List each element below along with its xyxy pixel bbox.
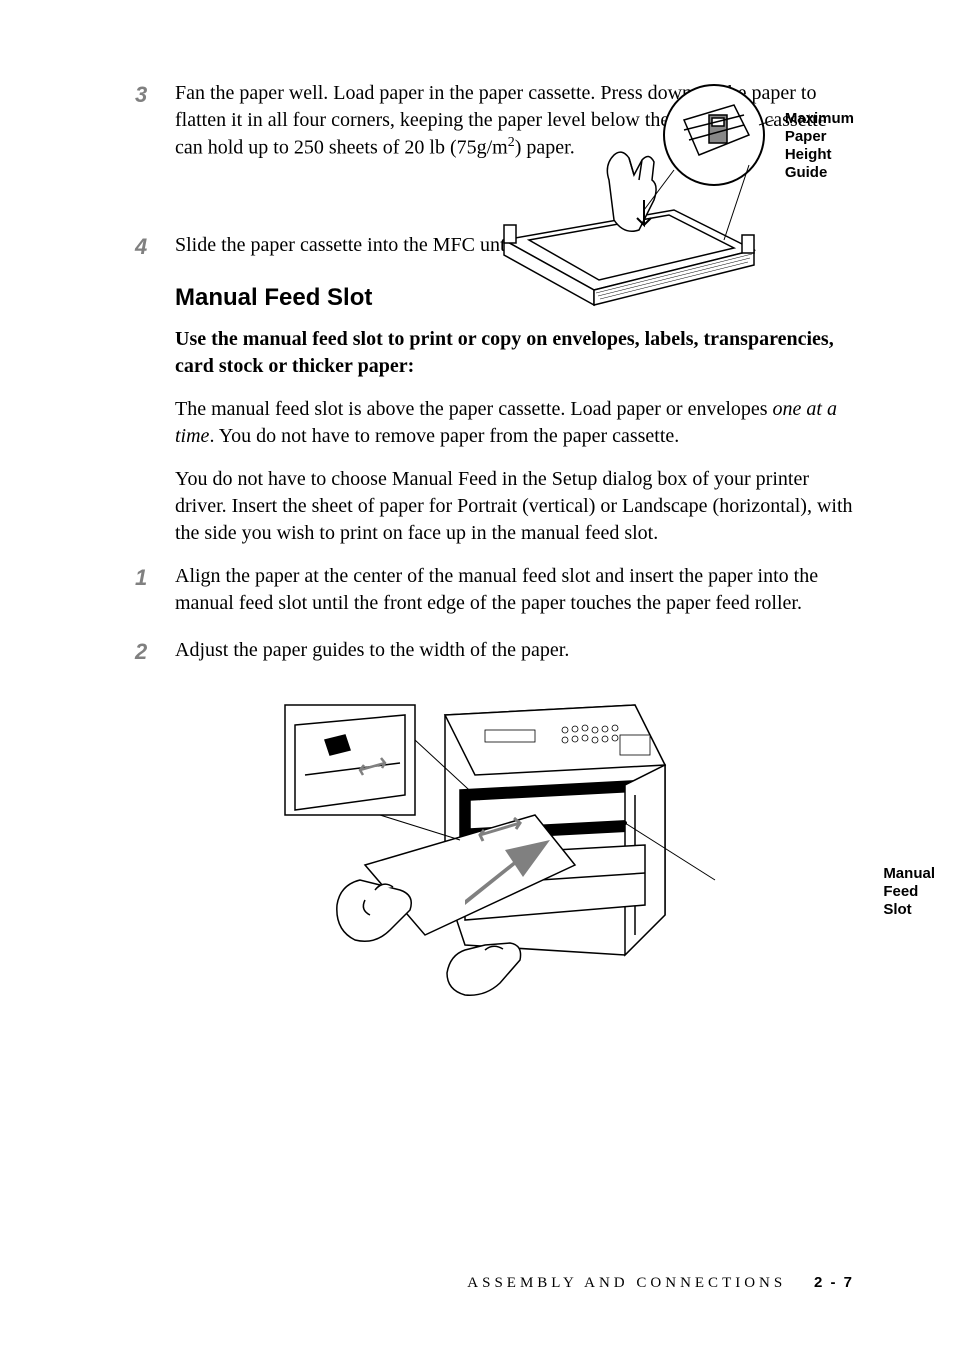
fig1-label-line4: Guide bbox=[785, 164, 828, 181]
fig1-label-line3: Height bbox=[785, 146, 832, 163]
p1-part-a: The manual feed slot is above the paper … bbox=[175, 398, 773, 420]
figure-2-label: Manual Feed Slot bbox=[883, 865, 935, 919]
fig2-label-line3: Slot bbox=[883, 901, 911, 918]
p1-part-b: . You do not have to remove paper from t… bbox=[209, 425, 679, 447]
step-2b-text: Adjust the paper guides to the width of … bbox=[175, 637, 854, 664]
footer-page-number: 2 - 7 bbox=[814, 1274, 854, 1291]
bold-intro-text: Use the manual feed slot to print or cop… bbox=[175, 326, 854, 380]
page-footer: ASSEMBLY AND CONNECTIONS 2 - 7 bbox=[467, 1274, 854, 1292]
paragraph-1: The manual feed slot is above the paper … bbox=[175, 396, 854, 450]
step-number: 1 bbox=[135, 563, 175, 591]
paragraph-2: You do not have to choose Manual Feed in… bbox=[175, 466, 854, 547]
step-number: 3 bbox=[135, 80, 175, 108]
figure-1-label: Maximum Paper Height Guide bbox=[785, 110, 854, 182]
page-content: 3 Fan the paper well. Load paper in the … bbox=[0, 0, 954, 1352]
figure-paper-cassette: Maximum Paper Height Guide bbox=[474, 80, 854, 330]
step-2b: 2 Adjust the paper guides to the width o… bbox=[135, 637, 854, 665]
figure-manual-feed: Manual Feed Slot bbox=[265, 685, 865, 1005]
fig1-label-line1: Maximum bbox=[785, 110, 854, 127]
fig2-label-line2: Feed bbox=[883, 883, 918, 900]
manual-feed-illustration bbox=[265, 685, 765, 1005]
step-number: 2 bbox=[135, 637, 175, 665]
step-1b-text: Align the paper at the center of the man… bbox=[175, 563, 854, 617]
fig1-label-line2: Paper bbox=[785, 128, 827, 145]
step-number: 4 bbox=[135, 232, 175, 260]
fig2-label-line1: Manual bbox=[883, 865, 935, 882]
step-1b: 1 Align the paper at the center of the m… bbox=[135, 563, 854, 617]
footer-section: ASSEMBLY AND CONNECTIONS bbox=[467, 1275, 786, 1291]
